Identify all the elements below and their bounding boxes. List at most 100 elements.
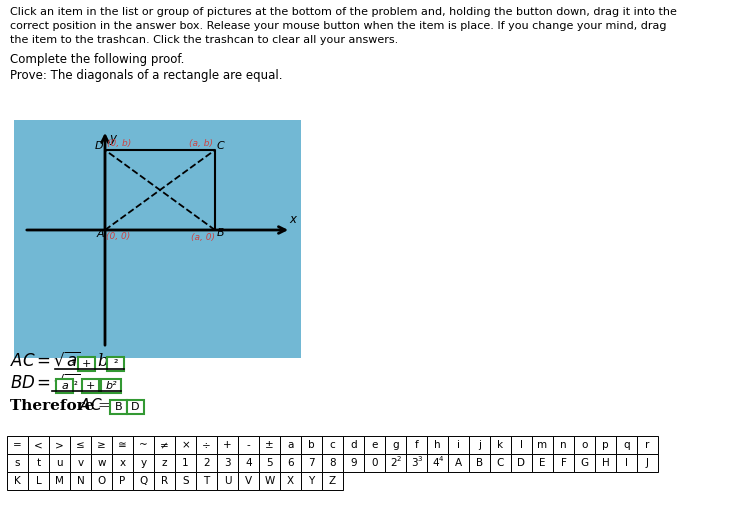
Text: ±: ± xyxy=(265,440,274,450)
Bar xyxy=(7,436,28,454)
Bar xyxy=(107,357,124,371)
Text: j: j xyxy=(478,440,481,450)
Text: U: U xyxy=(224,476,231,486)
Bar xyxy=(259,472,280,490)
Text: W: W xyxy=(265,476,275,486)
Bar xyxy=(28,472,49,490)
Text: E: E xyxy=(539,458,545,468)
Text: 4: 4 xyxy=(432,458,439,468)
Bar xyxy=(70,436,91,454)
Text: ×: × xyxy=(181,440,190,450)
Bar xyxy=(301,472,322,490)
Bar xyxy=(196,454,217,472)
Text: 6: 6 xyxy=(287,458,294,468)
Bar xyxy=(127,400,144,414)
Bar xyxy=(511,454,532,472)
Text: B: B xyxy=(115,402,123,412)
Bar xyxy=(469,454,490,472)
Bar xyxy=(490,454,511,472)
Text: c: c xyxy=(330,440,336,450)
Bar xyxy=(616,436,637,454)
Bar xyxy=(154,454,175,472)
Bar xyxy=(70,472,91,490)
Text: A: A xyxy=(96,229,104,239)
Text: ²: ² xyxy=(74,381,78,391)
Text: N: N xyxy=(77,476,84,486)
Bar xyxy=(301,454,322,472)
Bar xyxy=(238,472,259,490)
Text: k: k xyxy=(497,440,503,450)
Bar xyxy=(280,436,301,454)
Text: K: K xyxy=(14,476,21,486)
Text: ~: ~ xyxy=(139,440,148,450)
Text: -: - xyxy=(247,440,251,450)
Text: 2: 2 xyxy=(396,456,401,462)
Bar xyxy=(322,472,343,490)
Text: V: V xyxy=(245,476,252,486)
Text: =: = xyxy=(97,399,110,413)
Bar xyxy=(280,454,301,472)
Bar xyxy=(91,436,112,454)
Bar xyxy=(82,379,99,393)
Text: u: u xyxy=(56,458,63,468)
Text: M: M xyxy=(55,476,64,486)
Bar xyxy=(14,120,301,358)
Text: x: x xyxy=(289,213,296,226)
Text: X: X xyxy=(287,476,294,486)
Text: t: t xyxy=(36,458,41,468)
Bar xyxy=(511,436,532,454)
Text: Therefore: Therefore xyxy=(10,399,100,413)
Bar xyxy=(574,454,595,472)
Text: A: A xyxy=(455,458,462,468)
Bar xyxy=(133,472,154,490)
Bar xyxy=(49,472,70,490)
Text: $= \sqrt{\ \ }$: $= \sqrt{\ \ }$ xyxy=(33,373,81,392)
Text: b: b xyxy=(308,440,315,450)
Text: J: J xyxy=(646,458,649,468)
Text: 0: 0 xyxy=(371,458,378,468)
Text: +: + xyxy=(223,440,232,450)
Bar xyxy=(56,379,73,393)
Text: i: i xyxy=(457,440,460,450)
Text: (a, 0): (a, 0) xyxy=(191,233,215,242)
Text: a: a xyxy=(287,440,293,450)
Bar xyxy=(637,436,658,454)
Text: <: < xyxy=(34,440,43,450)
Text: Y: Y xyxy=(308,476,315,486)
Text: ÷: ÷ xyxy=(202,440,211,450)
Bar xyxy=(322,454,343,472)
Bar xyxy=(133,436,154,454)
Text: C: C xyxy=(497,458,504,468)
Text: (0, b): (0, b) xyxy=(107,139,132,148)
Bar xyxy=(91,454,112,472)
Text: B: B xyxy=(217,228,225,238)
Bar xyxy=(49,436,70,454)
Bar xyxy=(175,454,196,472)
Text: 2: 2 xyxy=(203,458,210,468)
Text: (0, 0): (0, 0) xyxy=(106,232,130,241)
Text: 8: 8 xyxy=(329,458,336,468)
Bar xyxy=(637,454,658,472)
Text: e: e xyxy=(371,440,378,450)
Text: ²: ² xyxy=(72,359,76,369)
Text: $\mathit{AC}$: $\mathit{AC}$ xyxy=(10,353,35,370)
Bar xyxy=(133,454,154,472)
Text: O: O xyxy=(98,476,106,486)
Text: L: L xyxy=(35,476,41,486)
Bar xyxy=(217,472,238,490)
Bar xyxy=(196,436,217,454)
Text: 1: 1 xyxy=(183,458,188,468)
Text: S: S xyxy=(183,476,188,486)
Text: ≠: ≠ xyxy=(160,440,169,450)
Text: B: B xyxy=(476,458,483,468)
Text: 3: 3 xyxy=(418,456,422,462)
Bar xyxy=(595,454,616,472)
Bar xyxy=(70,454,91,472)
Text: b²: b² xyxy=(105,381,117,391)
Bar xyxy=(616,454,637,472)
Text: Q: Q xyxy=(140,476,148,486)
Text: g: g xyxy=(392,440,399,450)
Text: o: o xyxy=(582,440,588,450)
Bar xyxy=(322,436,343,454)
Text: a: a xyxy=(61,381,68,391)
